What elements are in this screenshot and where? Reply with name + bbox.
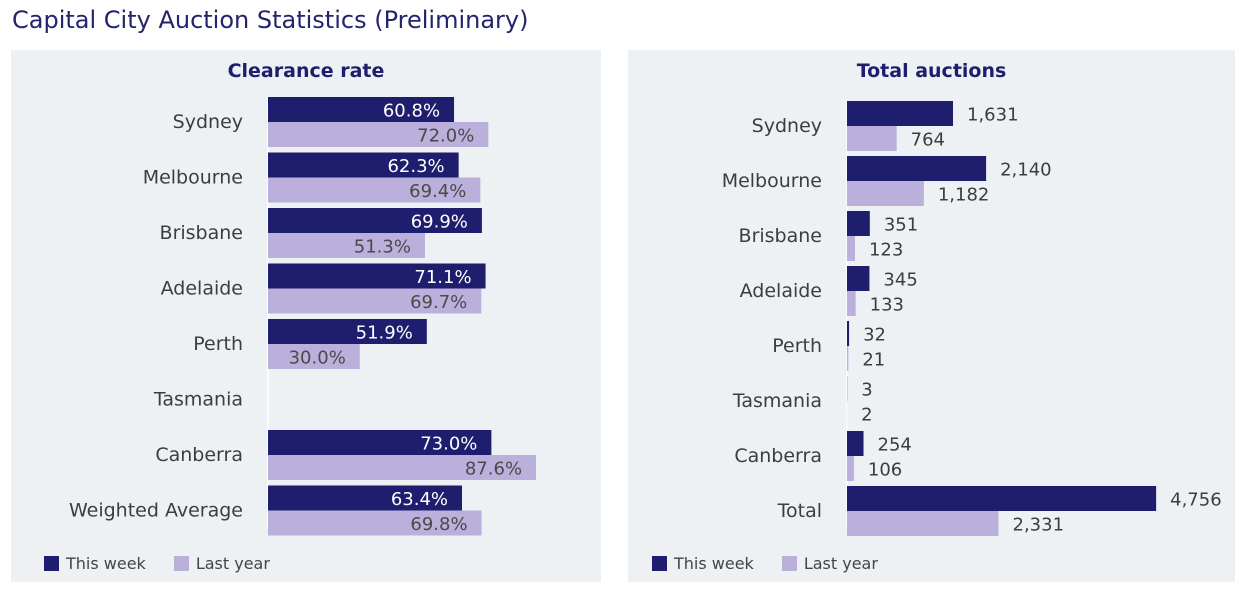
- bar-last-year-perth: [847, 346, 849, 371]
- clearance-rate-plot: Sydney 60.8% 72.0% Melbourne 62.3% 69.4% Brisb…: [69, 97, 537, 536]
- legend-item-last-year: Last year: [173, 554, 270, 573]
- legend-swatch-this-week: [44, 556, 59, 571]
- legend-label-last-year: Last year: [195, 554, 270, 573]
- bar-this-week-sydney: [268, 97, 455, 122]
- legend-swatch-last-year: [173, 556, 189, 571]
- bar-last-year-weighted-average: [268, 510, 482, 536]
- page-title: Capital City Auction Statistics (Prelimi…: [12, 6, 529, 34]
- bar-this-week-adelaide: [268, 263, 486, 289]
- total-auctions-chart-title: Total auctions: [856, 60, 1007, 82]
- data-label-last-year-weighted-average: 69.8%: [410, 514, 467, 535]
- bar-this-week-adelaide: [847, 266, 870, 291]
- bar-this-week-canberra: [268, 430, 492, 455]
- data-label-this-week-sydney: 60.8%: [383, 101, 440, 122]
- clearance-rate-chart-title: Clearance rate: [227, 60, 385, 82]
- total-auctions-plot: Sydney 1,631 764 Melbourne 2,140 1,182 Brisban…: [722, 101, 1222, 536]
- legend-label-this-week: This week: [674, 554, 754, 573]
- data-label-last-year-adelaide: 69.7%: [410, 292, 467, 313]
- bar-this-week-perth: [847, 321, 850, 346]
- data-label-this-week-adelaide: 345: [883, 270, 917, 291]
- data-label-last-year-sydney: 764: [911, 130, 945, 151]
- data-label-last-year-melbourne: 1,182: [938, 185, 990, 206]
- data-label-this-week-brisbane: 351: [884, 215, 918, 236]
- bar-last-year-brisbane: [847, 236, 855, 261]
- bar-last-year-brisbane: [268, 233, 425, 258]
- bar-last-year-canberra: [268, 455, 537, 480]
- bar-last-year-melbourne: [847, 181, 924, 206]
- clearance-rate-legend: This week Last year: [44, 554, 298, 573]
- data-label-last-year-canberra: 106: [868, 460, 902, 481]
- legend-swatch-this-week: [652, 556, 667, 571]
- data-label-this-week-weighted-average: 63.4%: [391, 489, 448, 510]
- category-label-tasmania: Tasmania: [153, 389, 243, 411]
- legend-item-last-year: Last year: [781, 554, 878, 573]
- bar-this-week-sydney: [847, 101, 954, 126]
- bar-last-year-adelaide: [847, 291, 856, 316]
- data-label-this-week-perth: 32: [863, 325, 886, 346]
- data-label-this-week-canberra: 254: [878, 435, 912, 456]
- bar-last-year-adelaide: [268, 288, 482, 314]
- data-label-this-week-tasmania: 3: [861, 380, 872, 401]
- bar-last-year-total: [847, 511, 999, 536]
- legend-item-this-week: This week: [652, 554, 754, 573]
- data-label-last-year-sydney: 72.0%: [417, 126, 474, 147]
- data-label-this-week-perth: 51.9%: [356, 323, 413, 344]
- bar-this-week-melbourne: [847, 156, 987, 181]
- data-label-last-year-melbourne: 69.4%: [409, 181, 466, 202]
- category-label-adelaide: Adelaide: [161, 278, 243, 300]
- data-label-this-week-melbourne: 62.3%: [387, 156, 444, 177]
- data-label-this-week-adelaide: 71.1%: [414, 267, 471, 288]
- data-label-last-year-total: 2,331: [1013, 515, 1065, 536]
- bar-last-year-sydney: [847, 126, 897, 151]
- bar-this-week-weighted-average: [268, 485, 463, 511]
- category-label-brisbane: Brisbane: [739, 225, 822, 247]
- total-auctions-legend: This week Last year: [652, 554, 906, 573]
- legend-item-this-week: This week: [44, 554, 146, 573]
- legend-label-this-week: This week: [66, 554, 146, 573]
- bar-this-week-melbourne: [268, 152, 459, 178]
- bar-this-week-brisbane: [847, 211, 870, 236]
- category-label-tasmania: Tasmania: [732, 390, 822, 412]
- data-label-last-year-brisbane: 123: [869, 240, 903, 261]
- data-label-last-year-perth: 30.0%: [289, 348, 346, 369]
- bar-last-year-sydney: [268, 122, 489, 147]
- data-label-last-year-tasmania: 2: [861, 405, 872, 426]
- category-label-canberra: Canberra: [155, 444, 243, 466]
- data-label-this-week-melbourne: 2,140: [1000, 160, 1052, 181]
- data-label-last-year-perth: 21: [862, 350, 885, 371]
- category-label-brisbane: Brisbane: [160, 222, 243, 244]
- bar-this-week-total: [847, 486, 1157, 511]
- data-label-last-year-brisbane: 51.3%: [354, 237, 411, 258]
- data-label-last-year-canberra: 87.6%: [465, 459, 522, 480]
- bar-last-year-melbourne: [268, 177, 481, 203]
- category-label-adelaide: Adelaide: [740, 280, 822, 302]
- bar-this-week-perth: [268, 319, 427, 344]
- total-auctions-chart: Total auctions Sydney 1,631 764 Melbourne 2,…: [628, 50, 1235, 582]
- category-label-weighted-average: Weighted Average: [69, 500, 243, 522]
- category-label-sydney: Sydney: [173, 111, 243, 133]
- category-label-melbourne: Melbourne: [143, 167, 243, 189]
- category-label-perth: Perth: [772, 335, 822, 357]
- data-label-last-year-adelaide: 133: [870, 295, 904, 316]
- bar-this-week-canberra: [847, 431, 864, 456]
- category-label-canberra: Canberra: [734, 445, 822, 467]
- data-label-this-week-brisbane: 69.9%: [411, 212, 468, 233]
- data-label-this-week-sydney: 1,631: [967, 105, 1019, 126]
- legend-label-last-year: Last year: [803, 554, 878, 573]
- category-label-total: Total: [777, 500, 822, 522]
- data-label-this-week-total: 4,756: [1170, 490, 1222, 511]
- category-label-perth: Perth: [193, 333, 243, 355]
- category-label-melbourne: Melbourne: [722, 170, 822, 192]
- bar-this-week-brisbane: [268, 208, 482, 233]
- data-label-this-week-canberra: 73.0%: [420, 434, 477, 455]
- clearance-rate-chart: Clearance rate Sydney 60.8% 72.0% Melbourne…: [11, 50, 601, 582]
- category-label-sydney: Sydney: [752, 115, 822, 137]
- bar-last-year-perth: [268, 344, 360, 369]
- bar-last-year-canberra: [847, 456, 854, 481]
- legend-swatch-last-year: [781, 556, 797, 571]
